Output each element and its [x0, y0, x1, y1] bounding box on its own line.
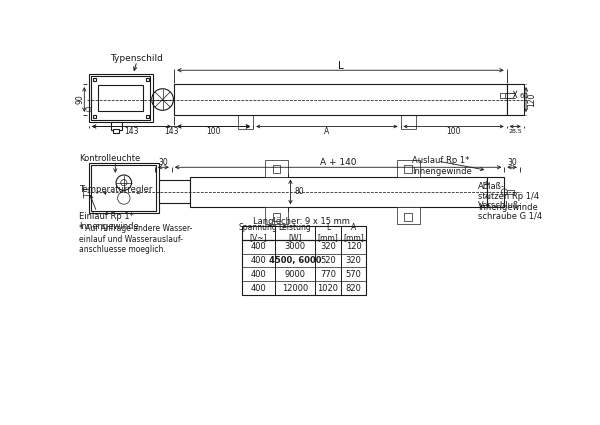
- Text: * Auf Anfrage andere Wasser-
einlauf und Wasserauslauf-
anschluesse moeglich.: * Auf Anfrage andere Wasser- einlauf und…: [79, 224, 192, 254]
- Text: Auslauf Rp 1*
Innengewinde: Auslauf Rp 1* Innengewinde: [412, 156, 472, 176]
- Bar: [93, 78, 96, 81]
- Text: 4500, 6000: 4500, 6000: [269, 256, 322, 265]
- Bar: [113, 129, 119, 133]
- Bar: [146, 78, 149, 81]
- Bar: [89, 74, 152, 122]
- Text: 80: 80: [295, 187, 304, 196]
- Text: Spannung
[V~]: Spannung [V~]: [239, 223, 278, 242]
- Bar: [91, 165, 157, 211]
- Bar: [89, 163, 158, 213]
- Bar: [506, 84, 524, 115]
- Bar: [190, 176, 487, 207]
- Text: 400: 400: [250, 270, 266, 279]
- Text: □: □: [86, 108, 91, 113]
- Text: Ablaß-
stutzen Rp 1/4
Innengewinde: Ablaß- stutzen Rp 1/4 Innengewinde: [478, 182, 539, 212]
- Bar: [487, 176, 505, 207]
- Text: 143: 143: [124, 127, 139, 136]
- Text: L
[mm]: L [mm]: [317, 223, 338, 242]
- Text: A: A: [324, 127, 329, 136]
- Bar: [110, 122, 121, 130]
- Bar: [174, 84, 506, 115]
- Text: 12000: 12000: [282, 283, 308, 293]
- Text: 320: 320: [346, 256, 362, 265]
- Text: Temperaturregler: Temperaturregler: [79, 185, 152, 194]
- Text: 120: 120: [346, 242, 361, 251]
- Bar: [265, 159, 288, 176]
- Text: 820: 820: [346, 283, 362, 293]
- Text: Leistung
[W]: Leistung [W]: [279, 223, 311, 242]
- Bar: [98, 85, 143, 111]
- Text: 400: 400: [250, 283, 266, 293]
- Bar: [93, 115, 96, 118]
- Text: Langlöcher: 9 x 15 mm: Langlöcher: 9 x 15 mm: [253, 217, 350, 226]
- Text: 90: 90: [76, 95, 85, 105]
- Text: 570: 570: [346, 270, 362, 279]
- Bar: [242, 226, 367, 295]
- Text: 1020: 1020: [317, 283, 338, 293]
- Bar: [265, 207, 288, 224]
- Text: A + 140: A + 140: [320, 158, 356, 167]
- Bar: [506, 190, 514, 194]
- Text: 120: 120: [527, 92, 536, 107]
- Text: 28,5: 28,5: [508, 129, 522, 133]
- Bar: [272, 213, 280, 221]
- Text: Kontrolleuchte: Kontrolleuchte: [79, 154, 140, 163]
- Text: 143: 143: [164, 127, 178, 136]
- Text: Einlauf Rp 1*
Innengewinde: Einlauf Rp 1* Innengewinde: [79, 212, 139, 231]
- Bar: [500, 94, 505, 98]
- Text: 60: 60: [520, 93, 529, 99]
- Bar: [158, 180, 190, 204]
- Bar: [91, 76, 150, 119]
- Text: 320: 320: [320, 242, 336, 251]
- Text: 770: 770: [320, 270, 336, 279]
- Bar: [272, 165, 280, 173]
- Text: 30: 30: [158, 158, 168, 167]
- Text: L: L: [338, 61, 343, 71]
- Text: 9000: 9000: [284, 270, 305, 279]
- Text: 100: 100: [206, 127, 221, 136]
- Text: A
[mm]: A [mm]: [343, 223, 364, 242]
- Text: 100: 100: [446, 127, 461, 136]
- Text: Typenschild: Typenschild: [110, 54, 163, 63]
- Text: 520: 520: [320, 256, 336, 265]
- Text: 3000: 3000: [284, 242, 305, 251]
- Bar: [397, 207, 420, 224]
- Text: 400: 400: [250, 256, 266, 265]
- Text: 400: 400: [250, 242, 266, 251]
- Bar: [404, 213, 412, 221]
- Text: Verschluß-
schraube G 1/4: Verschluß- schraube G 1/4: [478, 201, 542, 221]
- Bar: [146, 115, 149, 118]
- Bar: [404, 165, 412, 173]
- Text: 30: 30: [507, 158, 517, 167]
- Bar: [397, 159, 420, 176]
